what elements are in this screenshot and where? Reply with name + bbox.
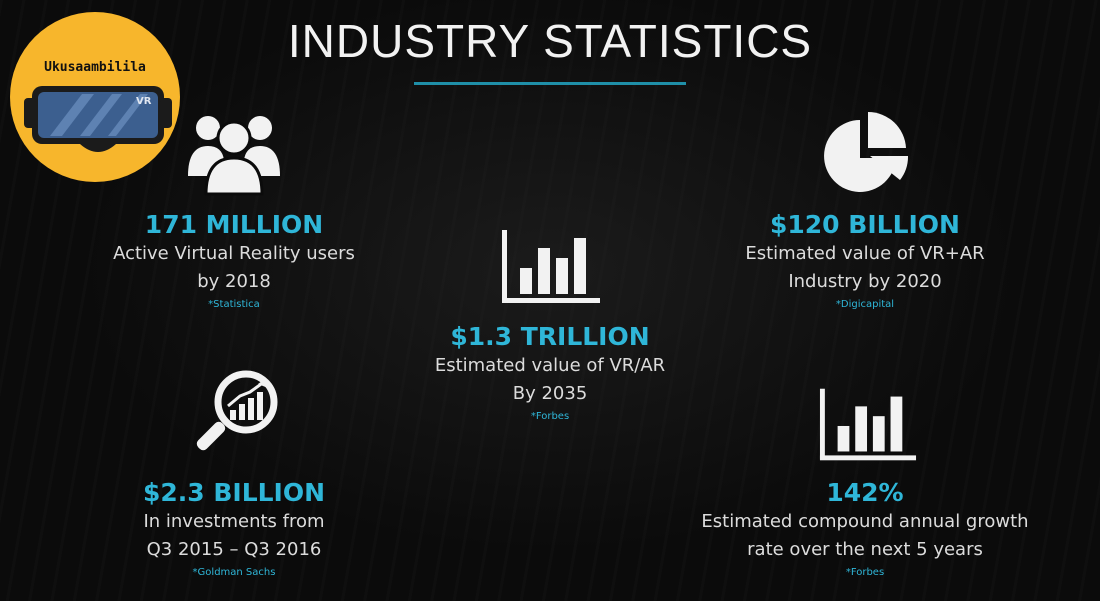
stat-description-line2: Industry by 2020: [788, 271, 942, 292]
stat-description-line1: Estimated value of VR/AR: [434, 355, 666, 376]
stat-description-line1: Estimated compound annual growth: [701, 511, 1029, 532]
pie-chart-icon: [824, 111, 909, 192]
logo-text: Ukusaambilila: [44, 60, 146, 75]
stat-source: *Forbes: [845, 567, 885, 578]
users-group-icon: [188, 116, 280, 196]
stat-vr-users: 171 MILLION Active Virtual Reality users…: [84, 210, 384, 312]
stat-investments: $2.3 BILLION In investments from Q3 2015…: [84, 478, 384, 580]
vr-badge: VR: [136, 96, 152, 107]
stat-value: $120 BILLION: [770, 210, 960, 239]
stat-description-line1: Estimated value of VR+AR: [745, 243, 985, 264]
stat-value: 171 MILLION: [144, 210, 324, 239]
stat-vr-ar-2020: $120 BILLION Estimated value of VR+AR In…: [715, 210, 1015, 312]
stat-description-line2: by 2018: [197, 271, 271, 292]
title-underline: [414, 82, 686, 85]
bar-chart-icon: [502, 230, 600, 303]
magnifier-growth-icon: [196, 370, 278, 451]
stat-cagr: 142% Estimated compound annual growth ra…: [665, 478, 1065, 580]
stat-source: *Digicapital: [835, 299, 895, 310]
stat-description-line2: rate over the next 5 years: [747, 539, 983, 560]
vr-headset-icon: [24, 86, 172, 152]
stat-value: 142%: [826, 478, 904, 507]
stat-value: $1.3 TRILLION: [450, 322, 650, 351]
stat-source: *Forbes: [530, 411, 570, 422]
stat-description-line2: Q3 2015 – Q3 2016: [146, 539, 322, 560]
stat-description-line1: Active Virtual Reality users: [113, 243, 355, 264]
ukusaambilila-logo: Ukusaambilila VR: [10, 12, 180, 182]
stat-value: $2.3 BILLION: [142, 478, 326, 507]
stat-source: *Statistica: [208, 299, 260, 310]
stat-description-line1: In investments from: [143, 511, 325, 532]
page-title: INDUSTRY STATISTICS: [287, 15, 813, 67]
stat-source: *Goldman Sachs: [192, 567, 276, 578]
stat-description-line2: By 2035: [512, 383, 588, 404]
stat-vr-ar-2035: $1.3 TRILLION Estimated value of VR/AR B…: [400, 322, 700, 424]
bar-chart-icon: [819, 388, 917, 461]
